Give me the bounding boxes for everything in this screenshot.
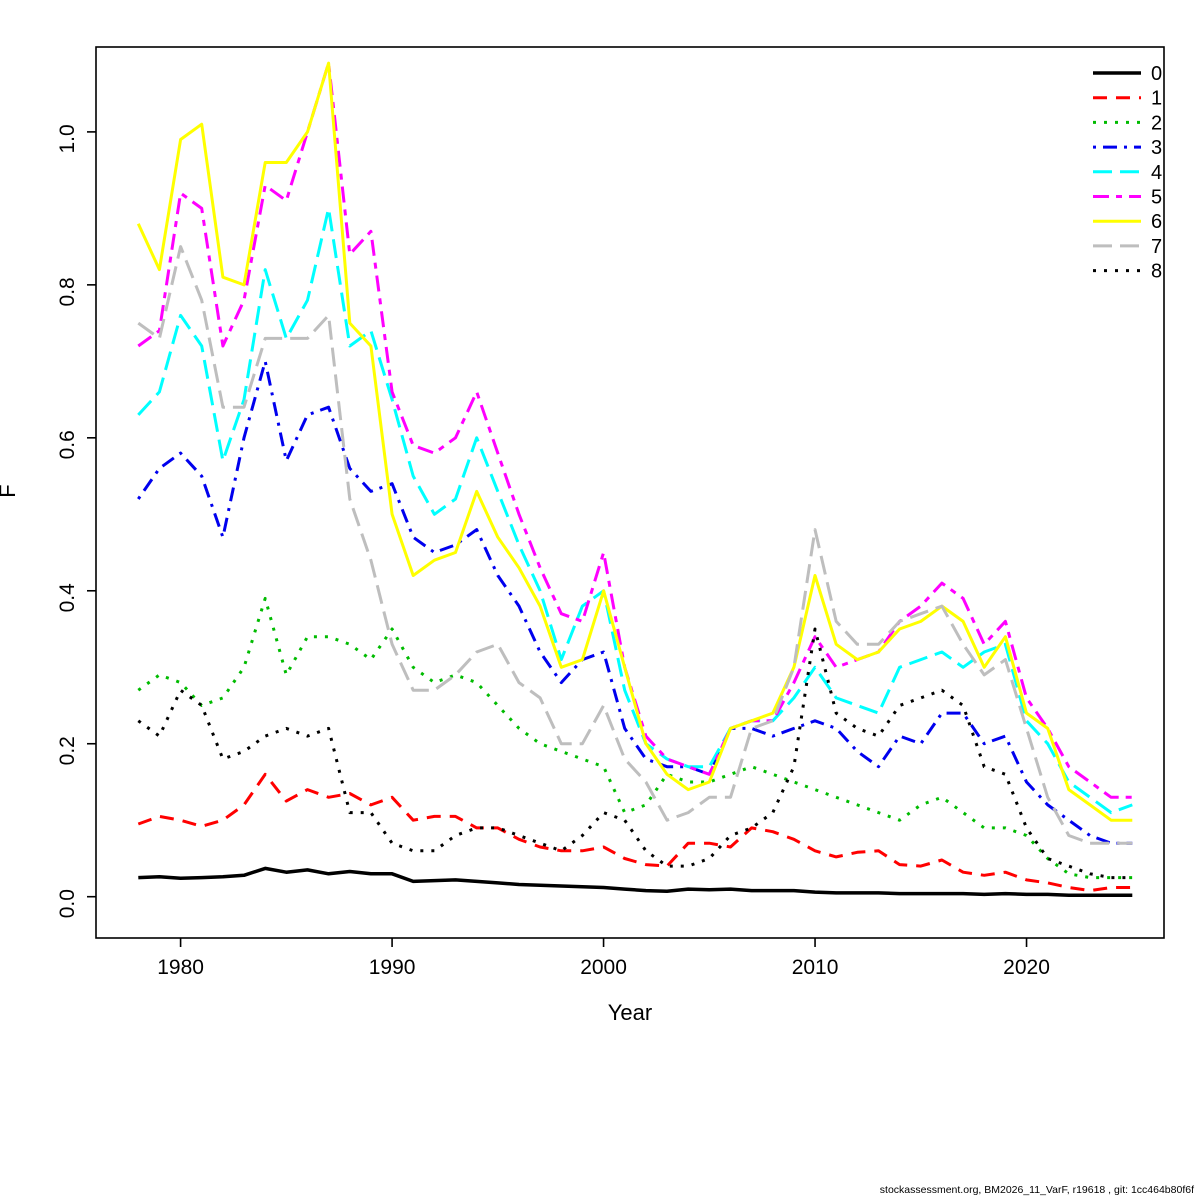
y-tick-label: 0.4: [56, 583, 79, 613]
x-tick-label: 2020: [1003, 956, 1050, 979]
legend-label-age-5: 5: [1151, 187, 1162, 209]
series-line-age-7: [137, 245, 1133, 845]
series-line-age-0: [138, 866, 1133, 897]
legend-label-age-6: 6: [1151, 211, 1162, 233]
x-tick-label: 1990: [369, 956, 416, 979]
legend-label-age-7: 7: [1151, 236, 1162, 258]
y-axis: 0.0 0.2 0.4 0.6 0.8 1.0: [56, 124, 96, 918]
series-line-age-6: [136, 61, 1133, 822]
x-tick-label: 2010: [792, 956, 839, 979]
y-tick-label: 1.0: [56, 124, 79, 153]
series-line-age-4: [137, 206, 1133, 815]
x-tick-label: 1980: [157, 956, 204, 979]
legend-label-age-0: 0: [1151, 63, 1162, 85]
y-tick-label: 0.2: [56, 736, 79, 765]
x-axis-label: Year: [607, 1000, 653, 1025]
plot-border: [95, 46, 1165, 939]
series-line-age-3: [137, 359, 1133, 845]
y-axis-label: F: [0, 471, 21, 511]
legend-label-age-4: 4: [1151, 162, 1162, 184]
series-line-age-1: [137, 772, 1133, 893]
legend-label-age-8: 8: [1151, 261, 1162, 283]
x-tick-label: 2000: [580, 956, 627, 979]
y-tick-label: 0.6: [56, 430, 79, 459]
footer-run-info: stockassessment.org, BM2026_11_VarF, r19…: [879, 1184, 1194, 1196]
x-axis: 1980 1990 2000 2010 2020: [157, 938, 1050, 979]
legend-label-age-2: 2: [1151, 112, 1162, 134]
series-line-age-5: [137, 61, 1133, 799]
y-tick-label: 0.0: [56, 889, 79, 918]
legend-label-age-1: 1: [1151, 88, 1162, 110]
legend-label-age-3: 3: [1151, 137, 1162, 159]
y-tick-label: 0.8: [56, 277, 79, 306]
